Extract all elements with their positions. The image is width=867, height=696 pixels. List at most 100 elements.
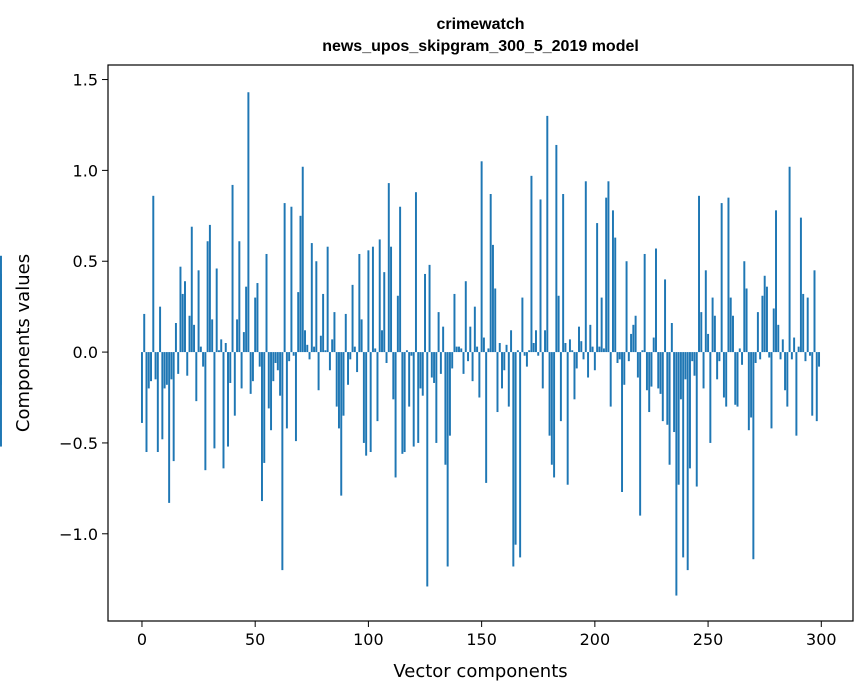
bar-229 <box>659 352 662 394</box>
bar-192 <box>575 352 578 369</box>
bar-77 <box>315 261 318 353</box>
bar-78 <box>317 352 320 391</box>
bar-228 <box>657 352 660 389</box>
bar-154 <box>489 194 492 353</box>
bar-272 <box>756 312 759 353</box>
bar-252 <box>711 297 714 353</box>
bar-167 <box>519 352 522 558</box>
bar-202 <box>598 346 601 353</box>
bar-233 <box>668 352 671 465</box>
bar-93 <box>351 284 354 353</box>
bar-131 <box>437 312 440 353</box>
bar-188 <box>566 352 569 485</box>
bar-81 <box>324 350 327 353</box>
bar-44 <box>240 352 243 389</box>
bar-130 <box>435 352 438 443</box>
bar-134 <box>444 352 447 465</box>
x-tick-label: 200 <box>580 630 611 649</box>
bar-133 <box>442 326 445 353</box>
bar-145 <box>469 326 472 353</box>
bar-193 <box>578 326 580 353</box>
bar-123 <box>419 352 422 389</box>
bar-141 <box>460 348 463 353</box>
bar-129 <box>433 352 436 383</box>
bar-86 <box>335 352 338 407</box>
bar-16 <box>177 352 180 374</box>
bar-67 <box>292 352 295 356</box>
bar-293 <box>804 352 807 362</box>
x-tick-label: 100 <box>353 630 384 649</box>
bar-158 <box>498 343 501 353</box>
bar-297 <box>813 270 816 353</box>
bar-238 <box>679 352 682 400</box>
bar-20 <box>186 352 189 376</box>
y-axis: −1.0 −0.5 0.0 0.5 1.0 1.5 <box>59 71 108 544</box>
bar-46 <box>245 286 248 353</box>
bar-264 <box>738 348 741 353</box>
bar-4 <box>150 352 152 382</box>
bar-115 <box>401 352 404 454</box>
y-tick-label: 1.0 <box>73 161 98 180</box>
bar-179 <box>546 115 549 353</box>
bar-240 <box>684 352 687 380</box>
bar-247 <box>700 312 703 353</box>
bar-undefined <box>0 352 2 447</box>
bar-283 <box>781 339 784 353</box>
x-tick-label: 300 <box>806 630 837 649</box>
bar-25 <box>197 270 200 353</box>
bar-6 <box>154 352 157 380</box>
bar-37 <box>224 343 227 353</box>
bar-223 <box>645 352 648 391</box>
bar-215 <box>627 352 630 362</box>
bar-69 <box>297 292 300 353</box>
bar-89 <box>342 352 345 416</box>
x-tick-label: 50 <box>245 630 265 649</box>
bar-undefined <box>0 292 2 353</box>
bar-280 <box>775 210 777 353</box>
bar-84 <box>331 339 334 353</box>
bar-110 <box>390 246 393 353</box>
bar-211 <box>618 352 621 360</box>
bar-55 <box>265 253 268 353</box>
bar-undefined <box>0 352 2 385</box>
bar-49 <box>251 352 254 382</box>
bar-48 <box>249 352 252 394</box>
bar-185 <box>559 352 562 422</box>
bar-261 <box>732 315 734 353</box>
bar-22 <box>190 226 193 353</box>
bar-21 <box>188 315 191 353</box>
bar-109 <box>387 183 390 353</box>
bar-254 <box>716 352 719 380</box>
bar-132 <box>439 352 442 374</box>
bar-107 <box>383 272 386 353</box>
bar-246 <box>698 195 700 353</box>
bar-152 <box>485 352 488 483</box>
bar-285 <box>786 352 789 407</box>
bar-232 <box>666 352 669 425</box>
bar-95 <box>356 352 359 373</box>
bar-187 <box>564 343 567 353</box>
bar-222 <box>643 253 646 353</box>
bar-180 <box>548 352 551 436</box>
bar-291 <box>799 217 802 353</box>
bar-136 <box>448 352 451 436</box>
bar-17 <box>179 266 182 353</box>
bar-279 <box>772 308 775 353</box>
bar-290 <box>797 346 800 353</box>
bar-186 <box>562 194 565 353</box>
bar-248 <box>702 352 705 389</box>
bar-32 <box>213 352 216 449</box>
bar-169 <box>523 352 526 356</box>
bar-196 <box>584 181 587 353</box>
bar-0 <box>140 352 143 423</box>
bar-114 <box>399 206 402 353</box>
bar-163 <box>510 330 513 353</box>
bar-54 <box>263 352 266 463</box>
bar-183 <box>555 144 558 353</box>
bar-214 <box>625 261 628 353</box>
bar-83 <box>328 352 331 371</box>
bar-8 <box>159 306 162 353</box>
bar-1 <box>143 313 146 353</box>
bar-286 <box>788 166 791 353</box>
bar-204 <box>602 348 605 353</box>
